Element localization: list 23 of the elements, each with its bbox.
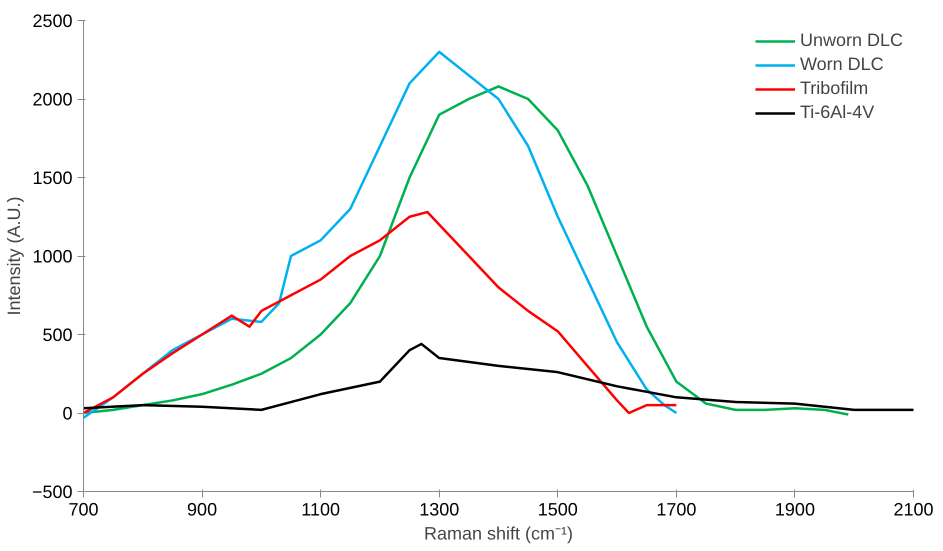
x-tick-label: 1700 [656, 500, 696, 520]
y-tick-label: −500 [32, 482, 73, 502]
x-tick-label: 900 [187, 500, 218, 520]
line-series [84, 342, 914, 412]
y-tick-label: 1000 [32, 246, 73, 266]
x-tick-label: 1100 [301, 500, 340, 520]
legend-label: Tribofilm [800, 78, 868, 99]
line-series [84, 210, 678, 414]
x-tick-label: 1900 [774, 500, 815, 520]
legend-label: Ti-6Al-4V [800, 102, 874, 123]
legend-label: Unworn DLC [800, 30, 903, 51]
x-tick-label: 700 [68, 500, 99, 520]
y-tick-label: 2500 [32, 11, 73, 31]
x-tick-label: 1500 [538, 500, 578, 520]
legend-label: Worn DLC [800, 54, 884, 75]
x-axis-title: Raman shift (cm⁻¹) [424, 524, 574, 544]
y-tick-label: 2000 [32, 90, 73, 110]
y-tick-label: 1500 [32, 168, 73, 188]
y-axis-title: Intensity (A.U.) [4, 196, 24, 316]
y-tick-label: 500 [42, 325, 73, 345]
x-tick-label: 2100 [893, 500, 934, 520]
y-tick-label: 0 [62, 404, 73, 424]
x-tick-label: 1300 [419, 500, 460, 520]
